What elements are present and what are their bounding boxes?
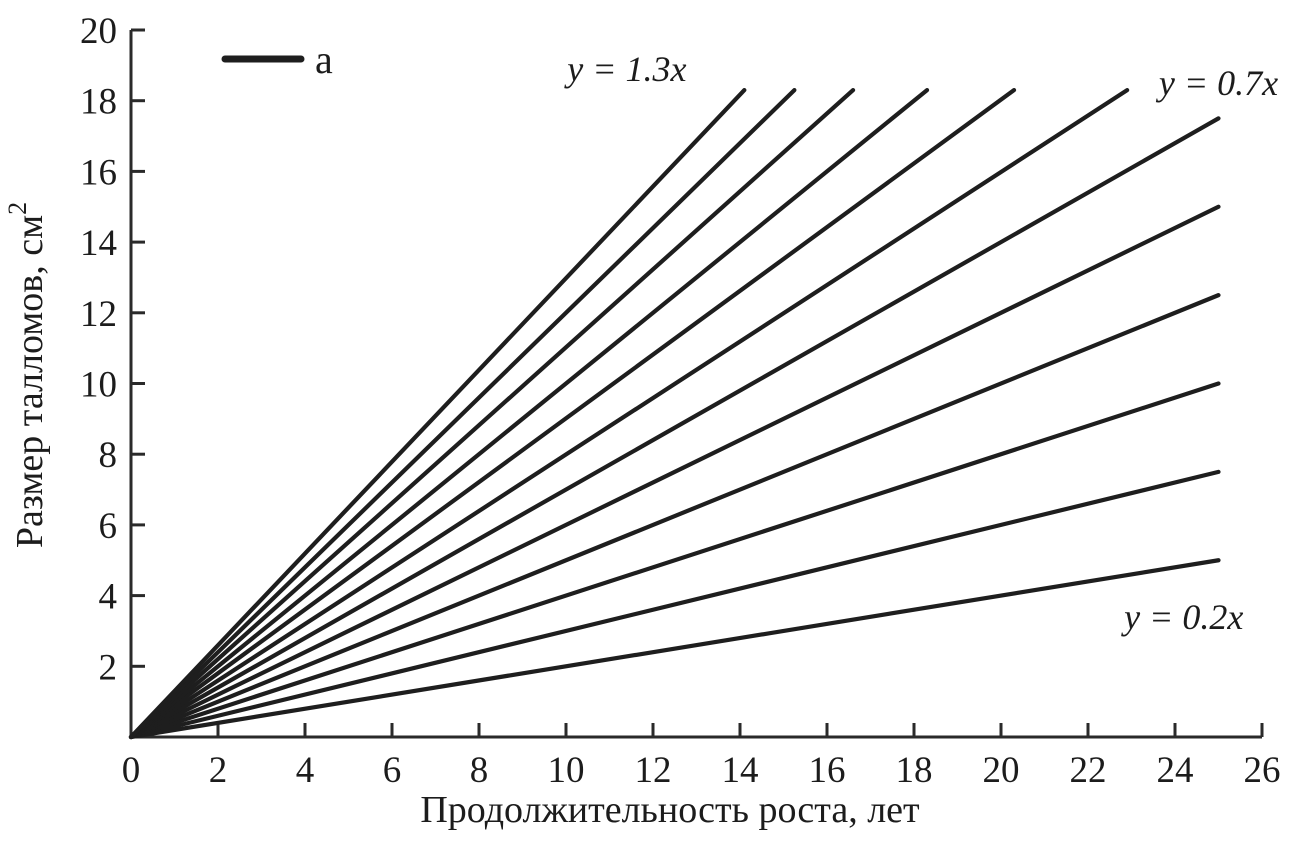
x-tick-label: 16 bbox=[809, 750, 846, 791]
legend: а bbox=[221, 37, 333, 82]
series-line-0.3 bbox=[128, 469, 1221, 740]
x-tick-label: 24 bbox=[1157, 750, 1194, 791]
x-tick-label: 22 bbox=[1070, 750, 1107, 791]
y-tick-label: 6 bbox=[99, 506, 118, 547]
x-axis-ticks: 0 2 4 6 8 10 12 14 16 18 20 22 24 26 bbox=[122, 723, 1281, 791]
x-tick-label: 10 bbox=[548, 750, 585, 791]
legend-label: а bbox=[315, 37, 333, 82]
y-axis-title-base: Размер талломов, см bbox=[9, 215, 51, 548]
x-tick-label: 12 bbox=[635, 750, 672, 791]
x-tick-label: 20 bbox=[983, 750, 1020, 791]
series-line-1 bbox=[128, 87, 930, 740]
x-tick-label: 0 bbox=[122, 750, 141, 791]
y-tick-label: 14 bbox=[80, 223, 117, 264]
x-tick-label: 18 bbox=[896, 750, 933, 791]
series-line-0.5 bbox=[128, 293, 1221, 740]
series-line-0.9 bbox=[128, 87, 1017, 740]
x-tick-label: 6 bbox=[383, 750, 402, 791]
series-line-1.1 bbox=[128, 87, 856, 740]
series-line-0.2 bbox=[128, 558, 1221, 740]
series-line-0.8 bbox=[128, 87, 1130, 740]
series-line-0.7 bbox=[128, 116, 1221, 740]
plot-area: 0 2 4 6 8 10 12 14 16 18 20 22 24 262468101214161820y… bbox=[80, 11, 1281, 791]
y-tick-label: 2 bbox=[99, 647, 118, 688]
y-tick-label: 20 bbox=[80, 11, 117, 52]
x-tick-label: 26 bbox=[1244, 750, 1281, 791]
x-tick-label: 8 bbox=[470, 750, 489, 791]
series-line-0.4 bbox=[128, 381, 1221, 740]
x-axis-title: Продолжительность роста, лет bbox=[420, 789, 920, 831]
equation-annotation: y = 1.3x bbox=[564, 49, 686, 89]
series-line-1.2 bbox=[128, 87, 797, 740]
y-tick-label: 16 bbox=[80, 152, 117, 193]
equation-annotation: y = 0.2x bbox=[1121, 597, 1243, 637]
y-axis-title-superscript: 2 bbox=[3, 202, 32, 215]
x-tick-label: 4 bbox=[296, 750, 315, 791]
axes bbox=[129, 30, 1262, 739]
y-tick-label: 8 bbox=[99, 435, 118, 476]
y-tick-label: 18 bbox=[80, 82, 117, 123]
y-axis-ticks: 2 4 6 8 10 12 14 16 18 20 bbox=[80, 11, 145, 688]
y-tick-label: 10 bbox=[80, 365, 117, 406]
y-tick-label: 12 bbox=[80, 294, 117, 335]
series-line-1.3 bbox=[128, 87, 747, 740]
equation-annotation: y = 0.7x bbox=[1156, 63, 1278, 103]
x-tick-label: 2 bbox=[209, 750, 228, 791]
x-tick-label: 14 bbox=[722, 750, 759, 791]
annotations: y = 1.3x y = 0.7x y = 0.2x bbox=[564, 49, 1278, 637]
y-tick-label: 4 bbox=[99, 577, 118, 618]
series-line-0.6 bbox=[128, 204, 1221, 740]
series-lines bbox=[128, 87, 1221, 740]
y-axis-title: Размер талломов, см2 bbox=[3, 202, 51, 548]
